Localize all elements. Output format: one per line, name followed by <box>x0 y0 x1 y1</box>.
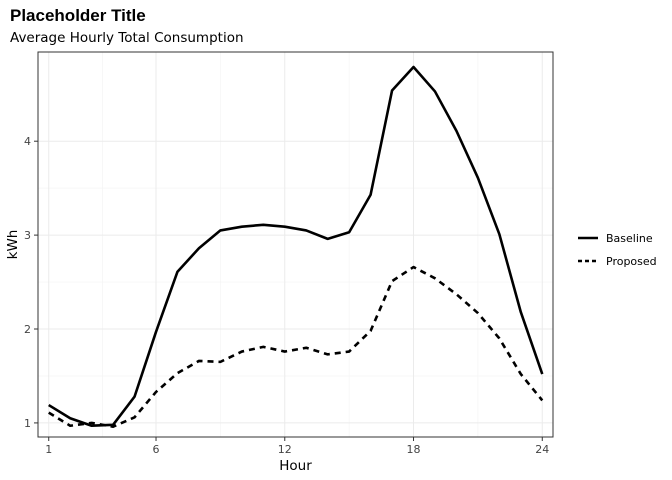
y-tick-label: 4 <box>24 135 31 148</box>
series-line-proposed <box>48 265 544 428</box>
chart-title: Placeholder Title <box>10 6 146 25</box>
series-line-baseline <box>48 65 544 428</box>
x-tick-label: 12 <box>278 443 292 456</box>
y-tick-label: 2 <box>24 323 31 336</box>
legend-label-proposed: Proposed <box>606 255 657 268</box>
series-lines <box>48 65 544 428</box>
x-axis-title: Hour <box>279 458 312 474</box>
x-tick-label: 6 <box>153 443 160 456</box>
x-tick-label: 24 <box>535 443 549 456</box>
y-axis-title: kWh <box>5 230 21 260</box>
legend: Baseline Proposed <box>578 232 657 268</box>
legend-label-baseline: Baseline <box>606 232 653 245</box>
y-tick-label: 1 <box>24 417 31 430</box>
x-tick-label: 18 <box>407 443 421 456</box>
chart-subtitle: Average Hourly Total Consumption <box>10 30 244 46</box>
plot-panel-border <box>37 51 554 438</box>
y-tick-label: 3 <box>24 229 31 242</box>
x-tick-label: 1 <box>45 443 52 456</box>
grid-lines <box>38 52 553 437</box>
